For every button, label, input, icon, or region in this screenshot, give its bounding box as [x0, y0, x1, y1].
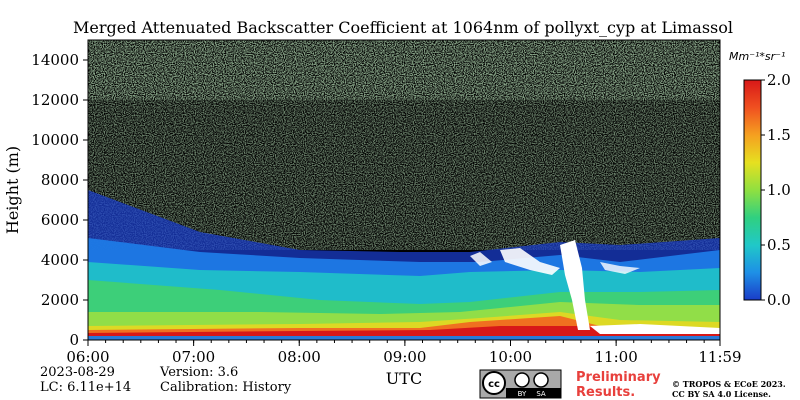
preliminary-text-line2: Results. [576, 385, 635, 400]
x-tick-label: 09:00 [383, 348, 426, 366]
cloud-patch-right [600, 262, 640, 274]
copyright-line1: © TROPOS & ECoE 2023. [672, 379, 786, 389]
noise-speckle-upper [88, 40, 720, 100]
surface-cloud-band [590, 324, 720, 334]
y-tick-label: 0 [69, 331, 79, 349]
y-axis-label: Height (m) [3, 146, 22, 234]
cc-icon-text: cc [488, 379, 500, 390]
x-tick-label: 07:00 [172, 348, 215, 366]
by-label: BY [518, 390, 527, 398]
x-tick-label: 11:59 [698, 348, 741, 366]
colorbar-tick-label: 1.5 [767, 126, 791, 144]
colorbar-tick-label: 0.0 [767, 291, 791, 309]
calibration: Calibration: History [160, 380, 292, 395]
y-tick-label: 4000 [41, 251, 79, 269]
y-tick-label: 12000 [31, 91, 79, 109]
colorbar-tick-label: 0.5 [767, 236, 791, 254]
preliminary-text-line1: Preliminary [576, 370, 661, 385]
x-axis: 06:00 07:00 08:00 09:00 10:00 11:00 11:59 [66, 340, 742, 366]
cloud-layer [500, 248, 560, 275]
colorbar-unit: Mm⁻¹*sr⁻¹ [729, 50, 785, 63]
y-axis: 0 2000 4000 6000 8000 10000 12000 14000 [31, 51, 88, 349]
cloud-patch [470, 252, 492, 266]
cc-badge-bottom-strip [506, 388, 561, 398]
y-tick-label: 2000 [41, 291, 79, 309]
colorbar-tick-label: 2.0 [767, 71, 791, 89]
copyright-line2: CC BY SA 4.0 License. [672, 389, 771, 399]
sa-label: SA [536, 390, 546, 398]
y-tick-label: 6000 [41, 211, 79, 229]
plot-area [88, 40, 720, 340]
x-tick-label: 11:00 [595, 348, 638, 366]
colorbar-ticks: 0.0 0.5 1.0 1.5 2.0 [761, 71, 791, 309]
backscatter-bands [88, 190, 720, 340]
chart-title: Merged Attenuated Backscatter Coefficien… [73, 18, 733, 37]
x-tick-label: 10:00 [489, 348, 532, 366]
x-tick-label: 06:00 [66, 348, 109, 366]
sa-icon [533, 372, 549, 388]
version: Version: 3.6 [160, 365, 239, 380]
colorbar: Mm⁻¹*sr⁻¹ 0.0 0.5 1.0 1.5 2.0 [729, 50, 791, 309]
y-tick-label: 14000 [31, 51, 79, 69]
x-axis-label: UTC [386, 369, 422, 388]
cloud-column [560, 240, 590, 330]
measurement-date: 2023-08-29 [40, 365, 115, 380]
y-tick-label: 8000 [41, 171, 79, 189]
x-tick-label: 08:00 [278, 348, 321, 366]
y-tick-label: 10000 [31, 131, 79, 149]
by-icon [514, 372, 530, 388]
lidar-constant: LC: 6.11e+14 [40, 380, 132, 395]
cc-license-badge: cc BY SA [479, 369, 562, 399]
plot-frame [87, 39, 721, 341]
colorbar-tick-label: 1.0 [767, 181, 791, 199]
cc-icon [482, 371, 506, 395]
near-surface-band [88, 336, 720, 340]
colorbar-bar [743, 79, 762, 301]
